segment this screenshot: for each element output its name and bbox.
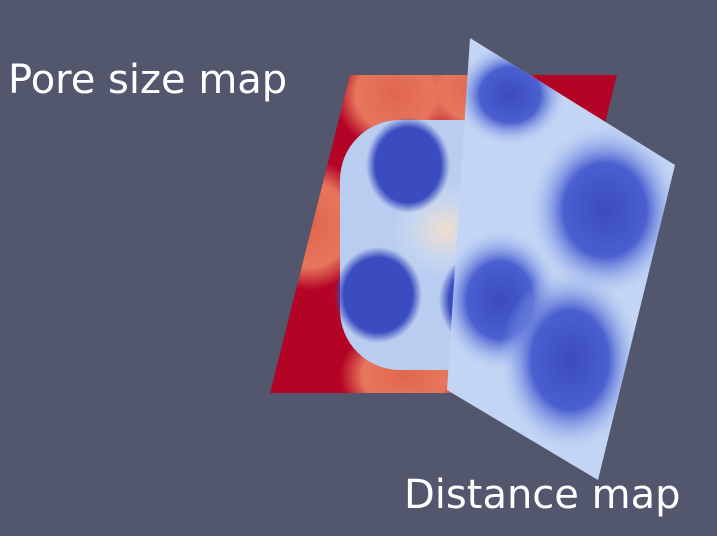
color-blob: [455, 45, 565, 145]
distance-plane: [447, 38, 675, 480]
color-blob: [334, 247, 422, 343]
left-label: Pore size map: [8, 57, 287, 103]
right-label: Distance map: [404, 472, 680, 518]
color-blob: [530, 125, 675, 295]
color-blob: [500, 270, 640, 450]
color-blob: [366, 117, 450, 213]
